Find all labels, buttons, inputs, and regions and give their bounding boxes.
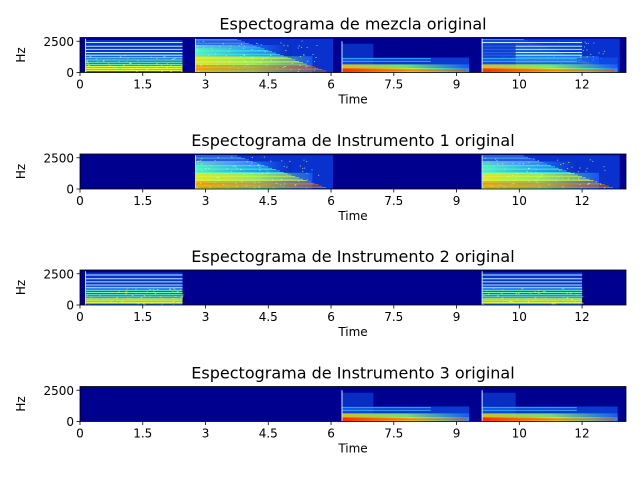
x-tick-label: 6	[327, 310, 335, 324]
x-tick-label: 4.5	[259, 194, 278, 208]
x-axis-label: Time	[337, 325, 367, 339]
axes-frame	[79, 37, 627, 73]
segment-instrument-2	[85, 271, 184, 305]
segment-instrument-3	[481, 41, 618, 73]
y-tick-label: 0	[66, 415, 74, 429]
axes-frame	[79, 386, 627, 422]
panel-title: Espectograma de Instrumento 1 original	[191, 131, 514, 150]
x-tick-label: 3	[202, 427, 210, 441]
x-tick-label: 1.5	[133, 194, 152, 208]
x-tick-label: 12	[574, 194, 589, 208]
axes-frame	[79, 153, 627, 190]
x-axis-label: Time	[337, 209, 367, 223]
segment-instrument-3	[341, 41, 470, 73]
x-tick-label: 6	[327, 427, 335, 441]
spectrogram-content	[195, 155, 620, 189]
x-tick-label: 10	[512, 427, 527, 441]
spectrogram-panel-3: Espectograma de Instrumento 2 original 0 1…	[14, 247, 627, 339]
x-tick-label: 3	[202, 310, 210, 324]
x-tick-label: 7.5	[384, 78, 403, 92]
y-axis-label: Hz	[14, 164, 28, 179]
axes-frame	[79, 269, 627, 306]
x-tick-label: 9	[453, 310, 461, 324]
x-tick-label: 10	[512, 194, 527, 208]
segment-instrument-1	[481, 155, 620, 189]
spectrogram-panel-1: Espectograma de mezcla original 0 1.5 3 4.5 6…	[14, 15, 627, 107]
x-tick-label: 9	[453, 78, 461, 92]
x-tick-label: 4.5	[259, 310, 278, 324]
x-tick-label: 7.5	[384, 194, 403, 208]
y-axis-label: Hz	[14, 280, 28, 295]
y-tick-label: 0	[66, 299, 74, 313]
x-tick-label: 3	[202, 194, 210, 208]
x-tick-label: 12	[574, 310, 589, 324]
x-tick-label: 7.5	[384, 310, 403, 324]
x-tick-label: 1.5	[133, 427, 152, 441]
x-tick-label: 9	[453, 194, 461, 208]
x-tick-label: 12	[574, 427, 589, 441]
segment-instrument-2	[481, 271, 584, 305]
y-tick-label: 2500	[43, 35, 74, 49]
spectrogram-panel-4: Espectograma de Instrumento 3 original 0 1…	[14, 364, 627, 456]
x-tick-label: 4.5	[259, 78, 278, 92]
x-tick-label: 9	[453, 427, 461, 441]
spectrogram-content	[85, 38, 620, 73]
panel-title: Espectograma de Instrumento 3 original	[191, 364, 514, 383]
y-axis-label: Hz	[14, 396, 28, 411]
x-tick-label: 1.5	[133, 310, 152, 324]
y-tick-label: 2500	[43, 384, 74, 398]
segment-instrument-1	[195, 38, 334, 73]
segment-instrument-2	[85, 38, 183, 73]
panel-title: Espectograma de mezcla original	[219, 15, 486, 34]
x-tick-label: 1.5	[133, 78, 152, 92]
segment-instrument-3	[481, 390, 618, 422]
x-axis-label: Time	[337, 93, 367, 107]
y-tick-label: 2500	[43, 267, 74, 281]
x-tick-label: 3	[202, 78, 210, 92]
y-tick-label: 0	[66, 183, 74, 197]
x-tick-label: 0	[76, 310, 84, 324]
x-tick-label: 10	[512, 310, 527, 324]
panel-title: Espectograma de Instrumento 2 original	[191, 247, 514, 266]
spectrogram-content	[85, 271, 584, 305]
y-tick-label: 2500	[43, 151, 74, 165]
x-tick-label: 12	[574, 78, 589, 92]
segment-instrument-1	[195, 155, 334, 189]
x-tick-label: 0	[76, 78, 84, 92]
segment-instrument-3	[341, 390, 470, 422]
x-tick-label: 6	[327, 78, 335, 92]
x-tick-label: 10	[512, 78, 527, 92]
spectrogram-content	[341, 390, 618, 422]
x-tick-label: 0	[76, 194, 84, 208]
x-tick-label: 0	[76, 427, 84, 441]
x-axis-label: Time	[337, 442, 367, 456]
x-tick-label: 4.5	[259, 427, 278, 441]
x-tick-label: 7.5	[384, 427, 403, 441]
y-tick-label: 0	[66, 66, 74, 80]
y-axis-label: Hz	[14, 47, 28, 62]
x-tick-label: 6	[327, 194, 335, 208]
spectrogram-panel-2: Espectograma de Instrumento 1 original 0 1…	[14, 131, 627, 223]
